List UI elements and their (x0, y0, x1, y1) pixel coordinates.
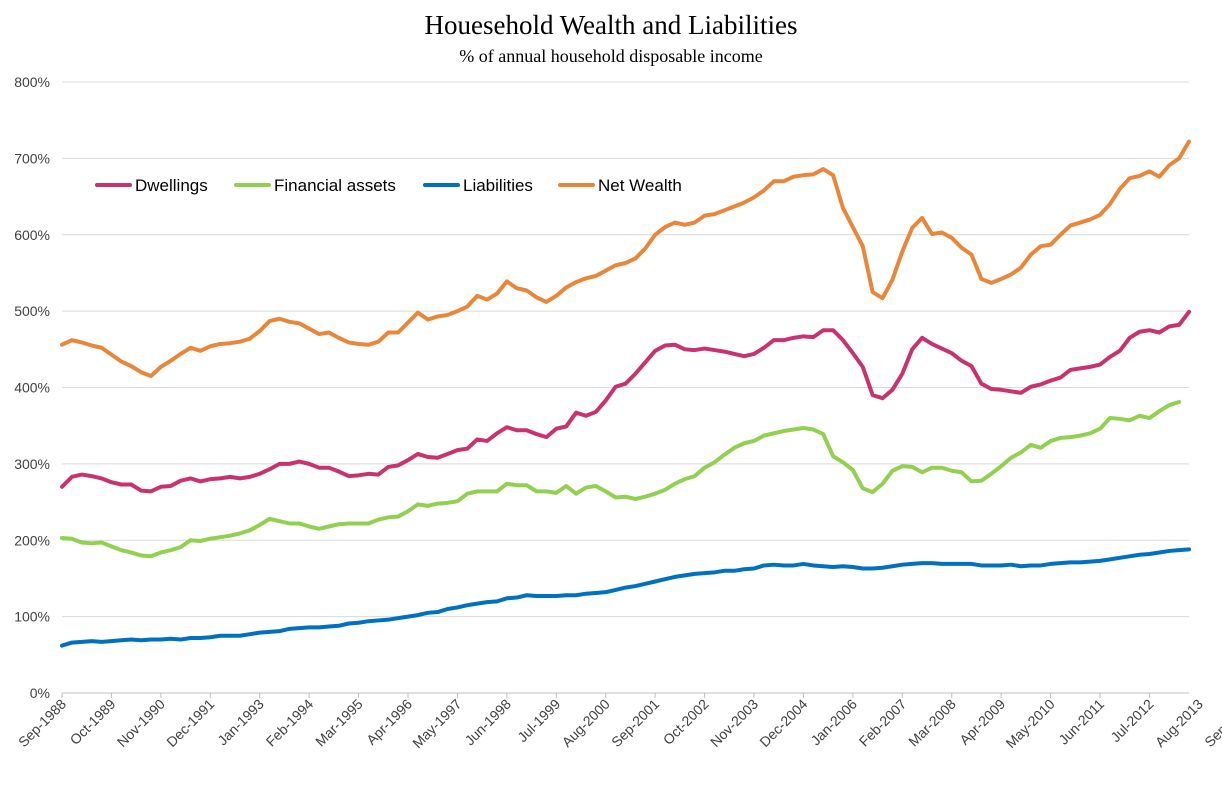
series-line-financial-assets (60, 400, 1182, 559)
legend-label-dwellings: Dwellings (135, 176, 208, 195)
x-tick-label: Dec-2004 (756, 696, 810, 750)
x-tick-label: Jan-1993 (214, 696, 267, 749)
y-tick-label: 600% (14, 227, 50, 243)
y-tick-label: 400% (14, 380, 50, 396)
x-tick-label: Nov-1990 (114, 696, 168, 750)
x-tick-label: Jun-2011 (1055, 696, 1107, 748)
series-line-dwellings (60, 309, 1191, 494)
x-tick-label: Feb-1994 (263, 696, 317, 750)
legend-label-net-wealth: Net Wealth (598, 176, 682, 195)
y-tick-label: 200% (14, 532, 50, 548)
chart-subtitle: % of annual household disposable income (459, 46, 763, 66)
gridlines (62, 81, 1189, 618)
series-line-net-wealth (60, 139, 1191, 379)
series-line-liabilities (60, 547, 1191, 648)
x-tick-label: Mar-2008 (905, 696, 959, 750)
x-tick-label: Mar-1995 (312, 696, 366, 750)
chart-title: Houesehold Wealth and Liabilities (424, 10, 798, 40)
x-tick-label: Jun-1998 (461, 696, 514, 749)
y-tick-label: 700% (14, 150, 50, 166)
x-tick-label: Aug-2000 (559, 696, 613, 750)
y-tick-label: 0% (30, 685, 50, 701)
legend: Dwellings Financial assets Liabilities Net … (95, 176, 682, 195)
x-tick-label: Sep-2001 (608, 696, 662, 750)
y-tick-label: 800% (14, 74, 50, 90)
x-axis: Sep-1988Oct-1989Nov-1990Dec-1991Jan-1993… (15, 692, 1222, 751)
x-tick-label: Aug-2013 (1152, 696, 1206, 750)
x-tick-label: Nov-2003 (707, 696, 761, 750)
legend-label-financial-assets: Financial assets (274, 176, 396, 195)
x-tick-label: Oct-2002 (660, 696, 712, 748)
x-tick-label: Jul-1999 (514, 696, 563, 745)
x-tick-label: Apr-2009 (956, 696, 1008, 748)
x-tick-label: Apr-1996 (363, 696, 415, 748)
y-tick-label: 500% (14, 303, 50, 319)
x-tick-label: Sep-1988 (15, 696, 69, 750)
x-tick-label: May-1997 (409, 696, 464, 751)
x-tick-label: May-2010 (1002, 696, 1057, 751)
x-tick-label: Dec-1991 (163, 696, 217, 750)
x-tick-label: Sep-2014 (1201, 696, 1222, 750)
x-tick-label: Jul-2012 (1107, 696, 1156, 745)
series-lines (60, 139, 1191, 648)
x-tick-label: Feb-2007 (856, 696, 910, 750)
x-tick-label: Jan-2006 (807, 696, 860, 749)
x-tick-label: Oct-1989 (67, 696, 119, 748)
y-tick-label: 100% (14, 609, 50, 625)
y-tick-label: 300% (14, 456, 50, 472)
legend-label-liabilities: Liabilities (463, 176, 533, 195)
y-axis-ticks: 0% 100% 200% 300% 400% 500% 600% 700% 800% (14, 74, 50, 701)
